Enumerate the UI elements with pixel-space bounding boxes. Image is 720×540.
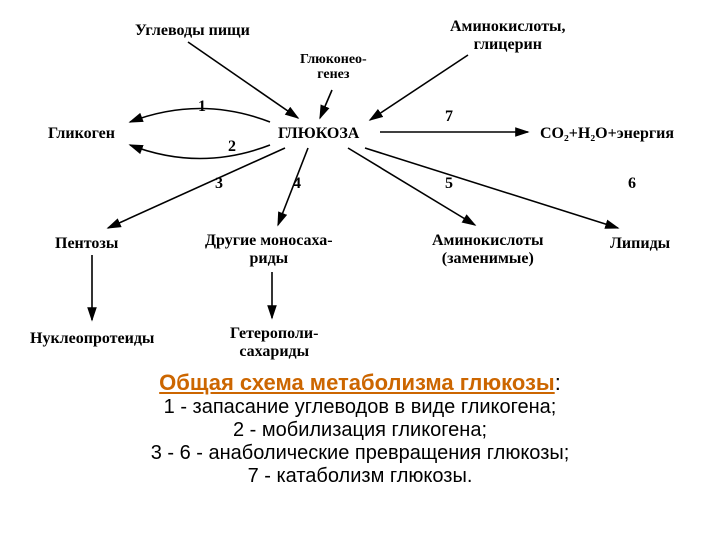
- pathway-number-3: 3: [215, 175, 223, 193]
- legend-line-2: 2 - мобилизация гликогена;: [0, 419, 720, 442]
- node-glucose: ГЛЮКОЗА: [278, 125, 359, 143]
- legend-line-1: 1 - запасание углеводов в виде гликогена…: [0, 396, 720, 419]
- legend-line-3: 3 - 6 - анаболические превращения глюкоз…: [0, 442, 720, 465]
- pathway-number-7: 7: [445, 108, 453, 126]
- node-glycogen: Гликоген: [48, 125, 115, 143]
- node-amino-nz: Аминокислоты(заменимые): [432, 232, 544, 267]
- node-aminoglycerin: Аминокислоты,глицерин: [450, 18, 566, 53]
- node-carbs-food: Углеводы пищи: [135, 22, 250, 40]
- legend-title-colon: :: [555, 370, 561, 395]
- pathway-number-5: 5: [445, 175, 453, 193]
- node-lipids: Липиды: [610, 235, 670, 253]
- pathway-number-4: 4: [293, 175, 301, 193]
- pathway-number-2: 2: [228, 138, 236, 156]
- node-pentoses: Пентозы: [55, 235, 118, 253]
- node-gluconeo: Глюконео-генез: [300, 52, 367, 83]
- pathway-number-6: 6: [628, 175, 636, 193]
- node-heteropoly: Гетерополи-сахариды: [230, 325, 318, 360]
- node-nucleoprot: Нуклеопротеиды: [30, 330, 154, 348]
- legend-line-4: 7 - катаболизм глюкозы.: [0, 465, 720, 488]
- metabolism-diagram: Углеводы пищи Аминокислоты,глицерин Глюк…: [0, 0, 720, 370]
- node-monosacch: Другие моносаха-риды: [205, 232, 333, 267]
- pathway-number-1: 1: [198, 98, 206, 116]
- legend-title: Общая схема метаболизма глюкозы: [159, 370, 555, 395]
- node-co2: СО₂+Н₂О+энергия: [540, 125, 674, 143]
- legend-block: Общая схема метаболизма глюкозы: 1 - зап…: [0, 370, 720, 488]
